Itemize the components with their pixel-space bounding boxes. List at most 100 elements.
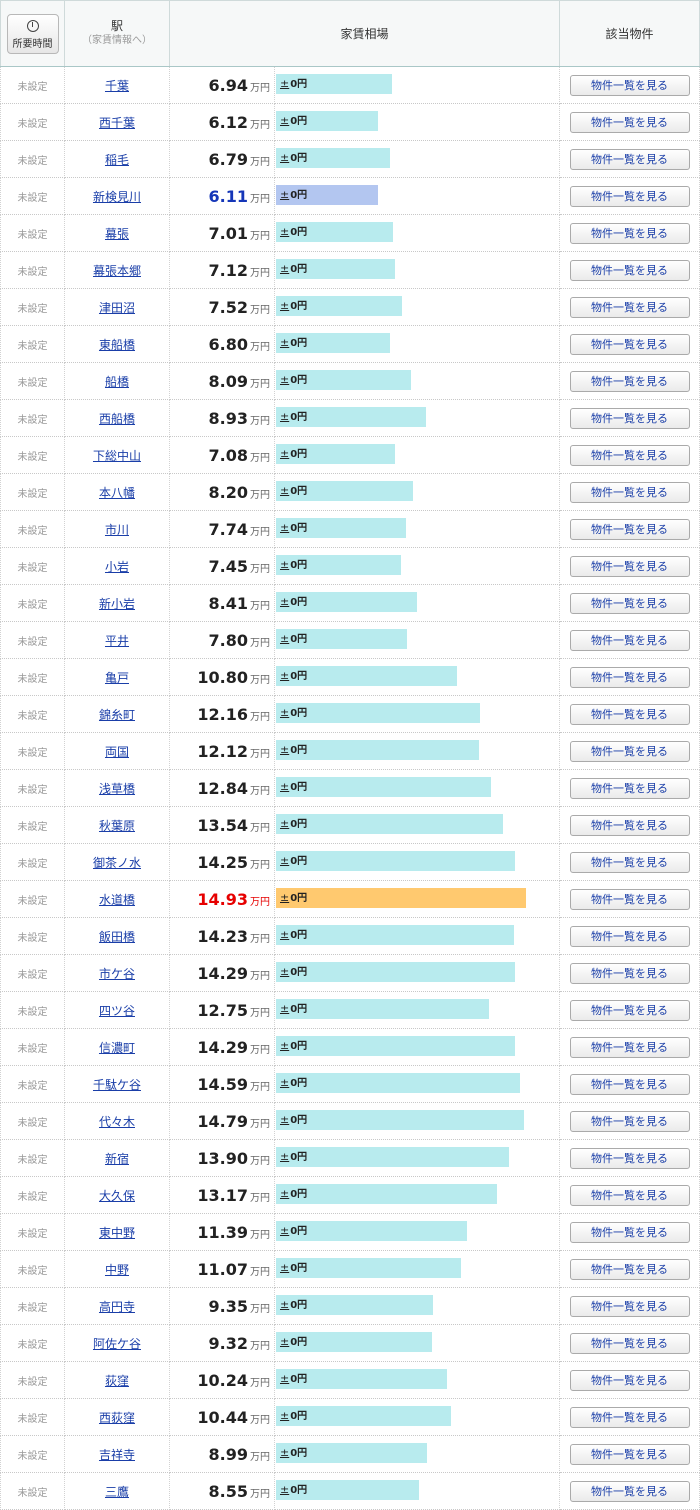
view-listings-button[interactable]: 物件一覧を見る [569,889,690,910]
view-listings-button[interactable]: 物件一覧を見る [569,1481,690,1502]
station-cell: 市川 [64,510,170,548]
station-link[interactable]: 東船橋 [98,337,135,352]
station-link[interactable]: 吉祥寺 [98,1447,135,1462]
station-link[interactable]: 千駄ケ谷 [92,1077,141,1092]
station-cell: 幕張 [64,214,170,252]
view-listings-button[interactable]: 物件一覧を見る [569,926,690,947]
rent-diff-value: 0円 [290,1226,308,1237]
station-link[interactable]: 新宿 [104,1151,129,1166]
station-link[interactable]: 浅草橋 [98,781,135,796]
view-listings-button[interactable]: 物件一覧を見る [569,445,690,466]
view-listings-button[interactable]: 物件一覧を見る [569,1259,690,1280]
station-link[interactable]: 四ツ谷 [98,1003,135,1018]
rent-diff-value: 0円 [290,375,308,386]
view-listings-button[interactable]: 物件一覧を見る [569,593,690,614]
station-link[interactable]: 高円寺 [98,1299,135,1314]
view-listings-button[interactable]: 物件一覧を見る [569,963,690,984]
station-link[interactable]: 秋葉原 [98,818,135,833]
view-listings-button[interactable]: 物件一覧を見る [569,1111,690,1132]
station-link[interactable]: 荻窪 [104,1373,129,1388]
station-link[interactable]: 中野 [104,1262,129,1277]
view-listings-button[interactable]: 物件一覧を見る [569,815,690,836]
station-link[interactable]: 錦糸町 [98,707,135,722]
view-listings-button[interactable]: 物件一覧を見る [569,149,690,170]
rent-bar [276,666,457,686]
station-link[interactable]: 小岩 [104,559,129,574]
station-link[interactable]: 幕張 [104,226,129,241]
view-listings-button[interactable]: 物件一覧を見る [569,1000,690,1021]
view-listings-button[interactable]: 物件一覧を見る [569,1074,690,1095]
station-link[interactable]: 両国 [104,744,129,759]
station-link[interactable]: 新検見川 [92,189,141,204]
station-link[interactable]: 本八幡 [98,485,135,500]
station-link[interactable]: 東中野 [98,1225,135,1240]
view-listings-button[interactable]: 物件一覧を見る [569,519,690,540]
view-listings-button[interactable]: 物件一覧を見る [569,1370,690,1391]
station-link[interactable]: 阿佐ケ谷 [92,1336,141,1351]
view-listings-button[interactable]: 物件一覧を見る [569,186,690,207]
view-listings-button[interactable]: 物件一覧を見る [569,334,690,355]
view-listings-button[interactable]: 物件一覧を見る [569,75,690,96]
listings-cell: 物件一覧を見る [559,991,700,1029]
view-listings-button[interactable]: 物件一覧を見る [569,667,690,688]
station-link[interactable]: 西千葉 [98,115,135,130]
station-link[interactable]: 幕張本郷 [92,263,141,278]
rent-unit: 万円 [250,563,270,575]
station-link[interactable]: 亀戸 [104,670,129,685]
rent-price: 13.90 [197,1148,248,1168]
view-listings-button[interactable]: 物件一覧を見る [569,1037,690,1058]
view-listings-button[interactable]: 物件一覧を見る [569,630,690,651]
station-link[interactable]: 市ケ谷 [98,966,135,981]
view-listings-button[interactable]: 物件一覧を見る [569,1222,690,1243]
station-cell: 津田沼 [64,288,170,326]
plus-minus-sign: ± [280,299,290,312]
rent-unit: 万円 [250,452,270,464]
station-link[interactable]: 平井 [104,633,129,648]
station-link[interactable]: 稲毛 [104,152,129,167]
view-listings-button[interactable]: 物件一覧を見る [569,223,690,244]
station-link[interactable]: 西荻窪 [98,1410,135,1425]
view-listings-button[interactable]: 物件一覧を見る [569,1444,690,1465]
station-link[interactable]: 飯田橋 [98,929,135,944]
station-link[interactable]: 大久保 [98,1188,135,1203]
rent-price-cell: 7.08 万円 [169,436,275,474]
view-listings-button[interactable]: 物件一覧を見る [569,260,690,281]
travel-time-cell: 未設定 [0,1324,65,1362]
plus-minus-sign: ± [280,1187,290,1200]
view-listings-button[interactable]: 物件一覧を見る [569,112,690,133]
view-listings-button[interactable]: 物件一覧を見る [569,482,690,503]
station-link[interactable]: 千葉 [104,78,129,93]
rent-column-header: 家賃相場 [168,0,561,67]
view-listings-button[interactable]: 物件一覧を見る [569,556,690,577]
view-listings-button[interactable]: 物件一覧を見る [569,371,690,392]
station-link[interactable]: 津田沼 [98,300,135,315]
station-link[interactable]: 三鷹 [104,1484,129,1499]
view-listings-button[interactable]: 物件一覧を見る [569,1296,690,1317]
view-listings-button[interactable]: 物件一覧を見る [569,1333,690,1354]
plus-minus-sign: ± [280,1446,290,1459]
view-listings-button[interactable]: 物件一覧を見る [569,852,690,873]
station-link[interactable]: 代々木 [98,1114,135,1129]
rent-unit: 万円 [250,859,270,871]
travel-time-button[interactable]: 所要時間 [6,13,59,54]
station-link[interactable]: 市川 [104,522,129,537]
station-link[interactable]: 水道橋 [98,892,135,907]
station-link[interactable]: 御茶ノ水 [92,855,141,870]
rent-diff-value: 0円 [290,930,308,941]
view-listings-button[interactable]: 物件一覧を見る [569,778,690,799]
station-link[interactable]: 下総中山 [92,448,141,463]
view-listings-button[interactable]: 物件一覧を見る [569,741,690,762]
view-listings-button[interactable]: 物件一覧を見る [569,704,690,725]
station-link[interactable]: 西船橋 [98,411,135,426]
station-link[interactable]: 船橋 [104,374,129,389]
view-listings-button[interactable]: 物件一覧を見る [569,297,690,318]
rent-bar [276,111,378,131]
rent-diff-value: 0円 [290,1041,308,1052]
view-listings-button[interactable]: 物件一覧を見る [569,1407,690,1428]
view-listings-button[interactable]: 物件一覧を見る [569,408,690,429]
station-link[interactable]: 新小岩 [98,596,135,611]
view-listings-button[interactable]: 物件一覧を見る [569,1148,690,1169]
station-link[interactable]: 信濃町 [98,1040,135,1055]
plus-minus-sign: ± [280,743,290,756]
view-listings-button[interactable]: 物件一覧を見る [569,1185,690,1206]
